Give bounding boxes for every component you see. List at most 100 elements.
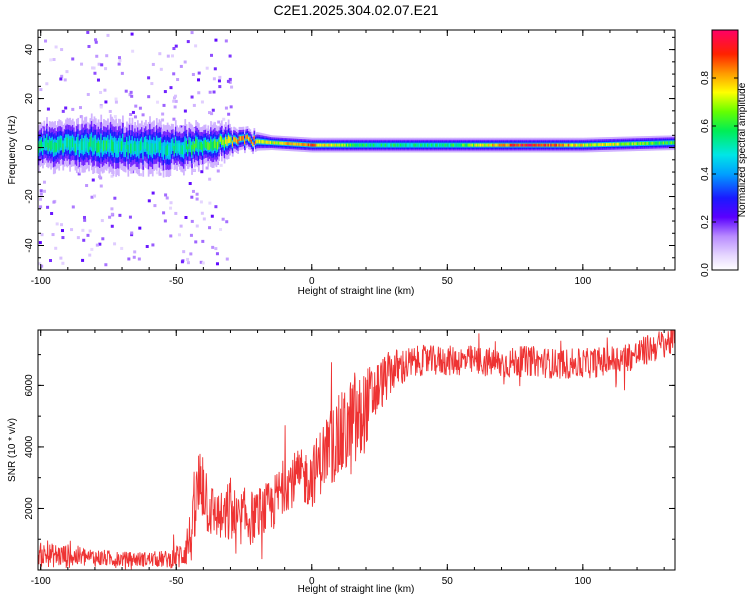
spectrogram-scatter-cell bbox=[38, 241, 42, 245]
spectrogram-cell bbox=[330, 143, 333, 147]
spectrogram-scatter-cell bbox=[87, 44, 91, 48]
spectrogram-cell bbox=[291, 142, 294, 146]
spectrogram-cell bbox=[558, 143, 561, 147]
spectrogram-xlabel: Height of straight line (km) bbox=[298, 286, 415, 297]
spectrogram-cell bbox=[426, 143, 429, 147]
spectrogram-scatter-cell bbox=[78, 106, 82, 110]
spectrogram-cell bbox=[302, 143, 305, 146]
spectrogram-cell bbox=[475, 143, 478, 147]
spectrogram-cell bbox=[264, 140, 267, 144]
spectrogram-cell bbox=[624, 142, 627, 146]
spectrogram-cell bbox=[544, 143, 547, 147]
spectrogram-cell bbox=[220, 136, 223, 145]
spectrogram-cell bbox=[365, 143, 368, 147]
spectrogram-cell bbox=[210, 139, 212, 149]
spectrogram-cell bbox=[90, 136, 93, 148]
spectrogram-cell bbox=[40, 139, 43, 149]
spectrogram-scatter-cell bbox=[212, 121, 216, 125]
spectrogram-cell bbox=[200, 142, 203, 150]
spectrogram-cell bbox=[379, 143, 382, 147]
spectrogram-scatter-cell bbox=[104, 67, 108, 71]
spectrogram-cell bbox=[474, 143, 477, 147]
spectrogram-cell bbox=[452, 143, 455, 147]
spectrogram-cell bbox=[535, 143, 538, 147]
spectrogram-cell bbox=[462, 143, 464, 147]
spectrogram-cell bbox=[595, 143, 597, 147]
spectrogram-scatter-cell bbox=[153, 204, 157, 208]
spectrogram-cell bbox=[153, 140, 155, 151]
spectrogram-cell bbox=[86, 140, 89, 150]
spectrogram-cell bbox=[481, 143, 483, 147]
spectrogram-scatter-cell bbox=[130, 32, 134, 36]
spectrogram-scatter-cell bbox=[225, 257, 229, 261]
spectrogram-scatter-cell bbox=[105, 54, 109, 58]
spectrogram-scatter-cell bbox=[117, 62, 121, 66]
spectrogram-scatter-cell bbox=[110, 212, 114, 216]
spectrogram-scatter-cell bbox=[60, 229, 64, 233]
spectrogram-scatter-cell bbox=[128, 215, 132, 219]
figure-title: C2E1.2025.304.02.07.E21 bbox=[273, 2, 438, 18]
spectrogram-scatter-cell bbox=[138, 106, 142, 110]
spectrogram-scatter-cell bbox=[192, 103, 196, 107]
spectrogram-cell bbox=[196, 140, 199, 150]
spectrogram-cell bbox=[158, 141, 161, 153]
spectrogram-cell bbox=[565, 143, 567, 147]
spectrogram-scatter-cell bbox=[225, 220, 229, 224]
spectrogram-scatter-cell bbox=[208, 177, 212, 181]
spectrogram-cell bbox=[139, 141, 142, 151]
spectrogram-cell bbox=[218, 139, 221, 147]
spectrogram-scatter-cell bbox=[117, 56, 121, 60]
spectrogram-scatter-cell bbox=[172, 99, 176, 103]
spectrogram-scatter-cell bbox=[131, 110, 135, 114]
spectrogram-cell bbox=[92, 141, 94, 153]
spectrogram-scatter-cell bbox=[63, 78, 67, 82]
spectrogram-cell bbox=[455, 143, 458, 147]
spectrogram-cell bbox=[147, 143, 150, 155]
spectrogram-cell bbox=[615, 142, 618, 146]
spectrogram-cell bbox=[493, 143, 496, 147]
spectrogram-cell bbox=[612, 142, 615, 146]
spectrogram-cell bbox=[123, 144, 126, 154]
spectrogram-scatter-cell bbox=[219, 228, 223, 232]
spectrogram-cell bbox=[98, 143, 101, 154]
spectrogram-scatter-cell bbox=[230, 85, 234, 89]
spectrogram-cell bbox=[654, 141, 657, 145]
snr-ylabel: SNR (10 * v/v) bbox=[7, 418, 18, 482]
spectrogram-scatter-cell bbox=[145, 245, 149, 249]
spectrogram-cell bbox=[492, 143, 494, 147]
spectrogram-cell bbox=[485, 143, 488, 147]
spectrogram-cell bbox=[637, 142, 639, 146]
spectrogram-cell bbox=[127, 144, 130, 156]
spectrogram-cell bbox=[425, 143, 428, 147]
spectrogram-cell bbox=[78, 143, 81, 154]
spectrogram-scatter-cell bbox=[113, 196, 117, 200]
spectrogram-cell bbox=[85, 137, 88, 149]
spectrogram-scatter-cell bbox=[188, 182, 192, 186]
spectrogram-cell bbox=[116, 143, 119, 155]
spectrogram-cell bbox=[505, 143, 508, 147]
spectrogram-cell bbox=[542, 143, 544, 147]
spectrogram-cell bbox=[58, 139, 61, 151]
spectrogram-scatter-cell bbox=[106, 33, 110, 37]
spectrogram-cell bbox=[113, 139, 116, 150]
spectrogram-cell bbox=[161, 145, 164, 155]
spectrogram-cell bbox=[534, 143, 536, 147]
spectrogram-cell bbox=[509, 143, 512, 147]
spectrogram-cell bbox=[334, 143, 337, 147]
spectrogram-cell bbox=[502, 143, 505, 147]
spectrogram-scatter-cell bbox=[99, 184, 103, 188]
spectrogram-scatter-cell bbox=[94, 38, 98, 42]
spectrogram-cell bbox=[374, 143, 376, 147]
spectrogram-cell bbox=[487, 143, 490, 147]
spectrogram-cell bbox=[233, 136, 235, 142]
spectrogram-cell bbox=[664, 141, 666, 145]
spectrogram-cell bbox=[318, 143, 321, 147]
spectrogram-cell bbox=[126, 139, 128, 150]
spectrogram-cell bbox=[310, 143, 313, 147]
spectrogram-cell bbox=[46, 137, 48, 148]
spectrogram-cell bbox=[540, 143, 543, 147]
spectrogram-cell bbox=[204, 140, 207, 148]
spectrogram-cell bbox=[660, 141, 662, 145]
spectrogram-cell bbox=[638, 142, 641, 146]
spectrogram-scatter-cell bbox=[216, 169, 220, 173]
